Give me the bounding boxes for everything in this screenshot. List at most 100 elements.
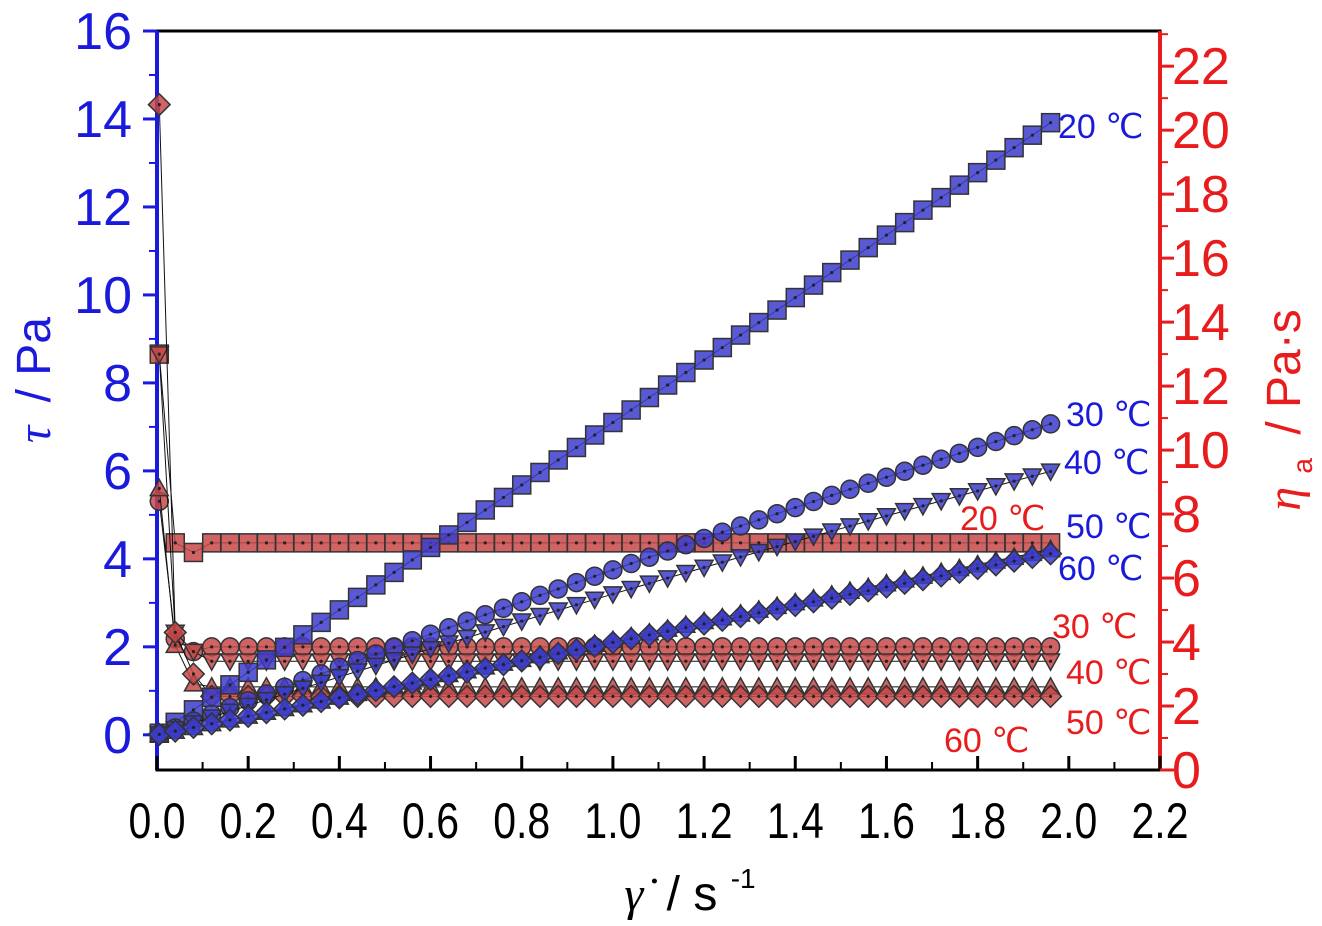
viscosity-point-dot: [210, 541, 214, 545]
stress-point-dot: [283, 707, 287, 711]
viscosity-point-dot: [520, 645, 524, 649]
viscosity-point-dot: [921, 694, 925, 699]
stress-point-dot: [392, 645, 396, 649]
y-right-subscript: a: [1287, 458, 1318, 474]
viscosity-point-dot: [921, 541, 925, 545]
viscosity-point-dot: [501, 541, 506, 545]
stress-point-dot: [520, 659, 524, 663]
blue-label-60: 60 ℃: [1058, 550, 1143, 588]
stress-point-dot: [921, 504, 925, 508]
y-left-tick-label: 0: [103, 707, 132, 765]
viscosity-point-dot: [720, 694, 724, 699]
stress-point-dot: [1030, 474, 1034, 478]
viscosity-point-dot: [666, 645, 670, 649]
viscosity-point-dot: [283, 659, 287, 663]
viscosity-point-dot: [903, 659, 907, 663]
svg-text:η a / Pa·s: η a / Pa·s: [1258, 309, 1322, 510]
stress-point-dot: [173, 729, 177, 733]
stress-point-dot: [866, 589, 870, 593]
stress-point-dot: [939, 457, 943, 461]
stress-point-dot: [319, 681, 323, 685]
viscosity-point-dot: [994, 541, 998, 545]
stress-point-dot: [501, 495, 506, 500]
stress-point-dot: [939, 574, 943, 578]
viscosity-point-dot: [173, 541, 177, 545]
y-right-tick-label: 18: [1172, 166, 1230, 224]
viscosity-point-dot: [629, 541, 633, 545]
viscosity-point-dot: [939, 645, 943, 649]
viscosity-point-dot: [191, 550, 196, 555]
stress-point-dot: [520, 619, 524, 623]
viscosity-point-dot: [884, 645, 889, 649]
stress-point-dot: [428, 647, 433, 651]
viscosity-point-dot: [994, 694, 998, 699]
stress-point-dot: [574, 445, 579, 450]
viscosity-point-dot: [866, 694, 870, 699]
viscosity-point-dot: [428, 659, 433, 663]
viscosity-point-dot: [903, 541, 907, 545]
stress-point-dot: [866, 519, 870, 523]
stress-point-dot: [1012, 559, 1016, 563]
viscosity-point-dot: [738, 694, 743, 699]
stress-point-dot: [629, 561, 633, 566]
stress-point-dot: [720, 560, 724, 564]
stress-point-dot: [884, 585, 889, 589]
stress-point-dot: [447, 533, 451, 537]
stress-point-dot: [903, 469, 907, 473]
x-tick-label: 0.4: [311, 793, 368, 849]
stress-point-dot: [483, 613, 487, 617]
stress-point-dot: [210, 695, 214, 699]
stress-point-dot: [666, 383, 670, 387]
stress-point-dot: [574, 580, 579, 585]
stress-point-dot: [392, 658, 396, 662]
stress-point-dot: [428, 677, 433, 681]
stress-point-dot: [1048, 552, 1053, 556]
viscosity-point-dot: [210, 659, 214, 663]
stress-point-dot: [666, 576, 670, 580]
y-right-tick-label: 0: [1172, 742, 1201, 800]
stress-point-dot: [283, 692, 287, 696]
stress-point-dot: [538, 470, 542, 475]
blue-label-40: 40 ℃: [1064, 444, 1149, 482]
y-left-tick-label: 6: [103, 443, 132, 501]
stress-point-dot: [848, 592, 852, 596]
viscosity-point-dot: [738, 645, 743, 649]
stress-point-dot: [757, 550, 761, 554]
stress-point-dot: [228, 718, 232, 722]
viscosity-point-dot: [866, 659, 870, 663]
blue-label-20: 20 ℃: [1058, 108, 1143, 146]
stress-point-dot: [483, 630, 487, 634]
x-tick-label: 0.0: [129, 793, 186, 849]
stress-point-dot: [1048, 121, 1053, 125]
blue-label-30: 30 ℃: [1066, 396, 1151, 434]
viscosity-point-dot: [775, 659, 779, 663]
stress-point-dot: [337, 608, 341, 612]
y-right-tick-label: 10: [1172, 422, 1230, 480]
y-left-axis-title: τ / Pa: [8, 317, 61, 443]
stress-point-dot: [228, 683, 232, 687]
stress-point-dot: [465, 636, 469, 640]
stress-point-dot: [738, 555, 743, 559]
viscosity-point-dot: [684, 694, 688, 699]
stress-point-dot: [337, 675, 341, 679]
stress-point-dot: [884, 475, 889, 479]
viscosity-point-dot: [830, 645, 834, 649]
stress-point-dot: [757, 518, 761, 522]
viscosity-point-dot: [301, 659, 305, 663]
y-right-unit: / Pa·s: [1258, 309, 1311, 434]
viscosity-point-dot: [702, 694, 706, 699]
x-tick-label: 2.2: [1132, 793, 1189, 849]
stress-point-dot: [757, 611, 761, 615]
stress-point-dot: [501, 606, 506, 610]
stress-point-dot: [976, 171, 980, 175]
stress-point-dot: [501, 625, 506, 629]
y-left-symbol: τ: [8, 424, 61, 443]
stress-point-dot: [1030, 555, 1034, 560]
viscosity-point-dot: [757, 645, 761, 649]
stress-point-dot: [884, 514, 889, 518]
x-tick-label: 1.4: [767, 793, 824, 849]
stress-point-dot: [1048, 469, 1053, 473]
viscosity-point-dot: [1030, 659, 1034, 663]
viscosity-point-dot: [884, 659, 889, 663]
stress-point-dot: [866, 245, 870, 250]
